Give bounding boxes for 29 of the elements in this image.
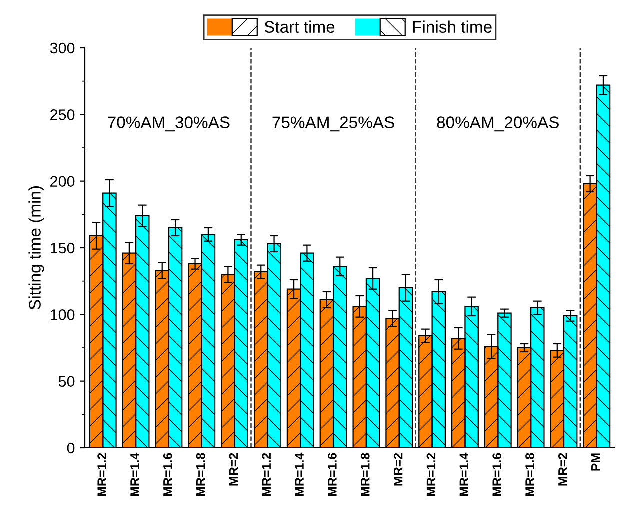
- x-tick-label: MR=2: [558, 453, 568, 486]
- x-tick-label: MR=1.6: [163, 453, 172, 496]
- x-tick-label: PM: [592, 454, 600, 471]
- x-tick-label: MR=1.2: [426, 453, 436, 496]
- y-tick-label: 100: [50, 310, 75, 320]
- annotation: 80%AM_20%AS: [437, 116, 559, 132]
- y-tick-label: 150: [50, 242, 75, 254]
- y-tick-label: 50: [58, 376, 75, 388]
- x-tick-label: MR=1.2: [98, 453, 106, 496]
- legend-label: Finish time: [413, 20, 492, 34]
- x-tick-label: MR=2: [394, 453, 403, 486]
- x-tick-label: MR=1.4: [295, 452, 304, 496]
- x-tick-label: MR=1.4: [460, 452, 468, 496]
- y-tick-label: 300: [50, 42, 75, 54]
- legend-label: Start time: [264, 20, 335, 34]
- x-tick-label: MR=1.6: [492, 453, 502, 496]
- y-tick-label: 0: [67, 442, 75, 454]
- x-tick-label: MR=1.2: [262, 453, 271, 496]
- y-tick-label: 200: [50, 176, 75, 188]
- y-axis-title: Sitting time (min): [28, 186, 44, 310]
- annotation: 70%AM_30%AS: [108, 116, 230, 132]
- x-tick-label: MR=1.8: [196, 453, 206, 496]
- x-tick-label: MR=2: [229, 453, 238, 486]
- x-tick-label: MR=1.6: [328, 453, 337, 496]
- x-tick-label: MR=1.8: [360, 453, 370, 496]
- y-tick-label: 250: [50, 110, 75, 120]
- x-tick-label: MR=1.4: [130, 452, 140, 496]
- x-tick-label: MR=1.8: [526, 453, 534, 496]
- annotation: 75%AM_25%AS: [272, 116, 394, 132]
